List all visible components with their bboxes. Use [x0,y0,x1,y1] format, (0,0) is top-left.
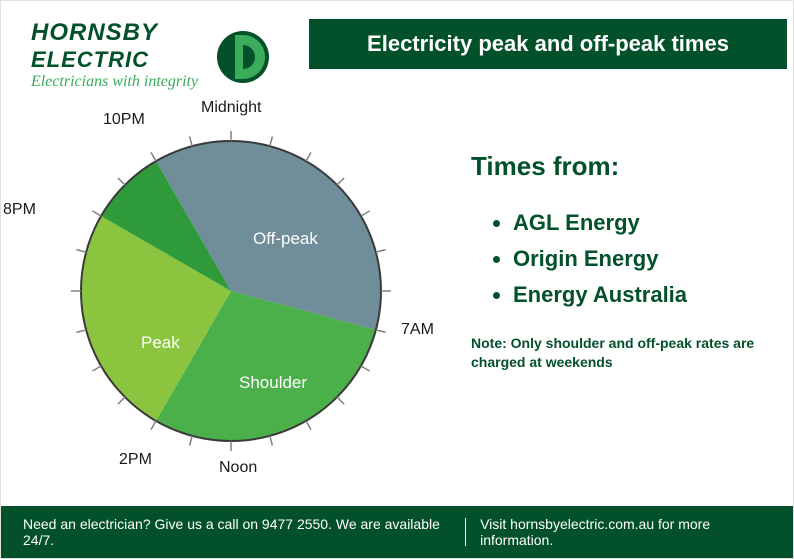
time-of-use-chart: Midnight7AMNoon2PM8PM10PMOff-peakShoulde… [31,101,441,481]
footer-right: Visit hornsbyelectric.com.au for more in… [480,516,771,548]
list-item: Energy Australia [513,282,781,308]
times-from-title: Times from: [471,151,781,182]
footer-divider [465,518,466,546]
slice-label-peak: Peak [141,333,180,353]
page: HORNSBY ELECTRIC Electricians with integ… [0,0,794,559]
hour-tick [270,136,273,146]
list-item: Origin Energy [513,246,781,272]
clock-label: 8PM [3,201,36,219]
hour-tick [376,250,386,253]
hour-tick [270,436,273,446]
provider-list: AGL Energy Origin Energy Energy Australi… [471,210,781,308]
title-bar: Electricity peak and off-peak times [309,19,787,69]
hour-tick [118,178,125,185]
clock-label: 7AM [401,321,434,339]
hour-tick [151,152,156,161]
clock-label: Midnight [201,99,261,117]
clock-label: Noon [219,459,257,477]
hour-tick [190,436,193,446]
slice-label-off-peak: Off-peak [253,229,318,249]
slice-label-shoulder1: Shoulder [239,373,307,393]
hour-tick [76,330,86,333]
footer-left: Need an electrician? Give us a call on 9… [23,516,451,548]
hour-tick [92,366,101,371]
hour-tick [118,397,125,404]
hour-tick [306,421,311,430]
page-title: Electricity peak and off-peak times [367,31,729,57]
clock-label: 10PM [103,111,145,129]
hour-tick [337,178,344,185]
hour-tick [92,211,101,216]
right-panel: Times from: AGL Energy Origin Energy Ene… [471,151,781,372]
hour-tick [337,397,344,404]
hour-tick [306,152,311,161]
hour-tick [361,366,370,371]
logo-mark-icon [217,31,269,83]
pie-svg [31,101,441,481]
hour-tick [361,211,370,216]
hour-tick [376,330,386,333]
logo: HORNSBY ELECTRIC Electricians with integ… [31,19,271,91]
clock-label: 2PM [119,451,152,469]
list-item: AGL Energy [513,210,781,236]
hour-tick [151,421,156,430]
weekend-note: Note: Only shoulder and off-peak rates a… [471,334,781,372]
footer: Need an electrician? Give us a call on 9… [1,506,793,558]
hour-tick [190,136,193,146]
hour-tick [76,250,86,253]
